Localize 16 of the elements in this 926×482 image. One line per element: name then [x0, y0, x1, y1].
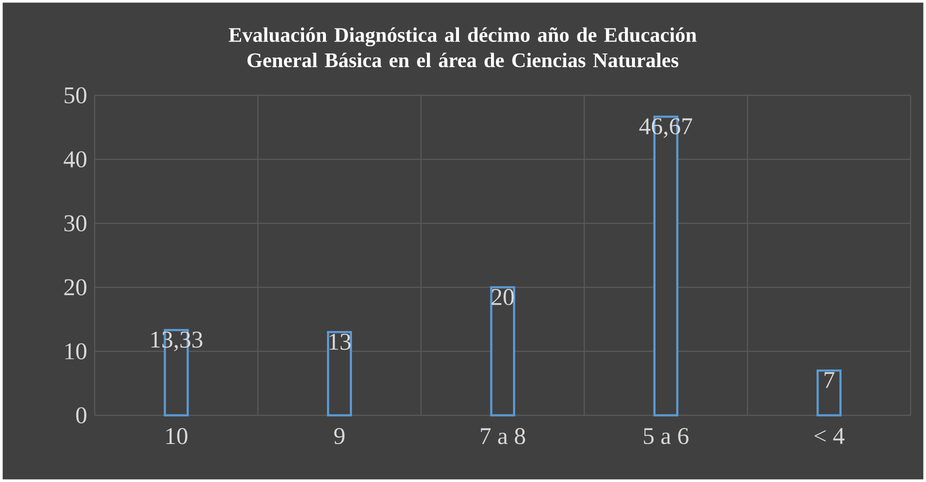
bar: [816, 369, 842, 416]
x-tick-label: 9: [334, 428, 344, 444]
y-tick-label: 0: [76, 407, 86, 424]
x-tick-label: < 4: [814, 428, 844, 444]
y-tick-label: 20: [64, 279, 86, 296]
x-tick-label: 7 a 8: [480, 428, 526, 444]
chart-title: Evaluación Diagnóstica al décimo año de Educación General Básica en el área de Ciencias Naturales: [228, 27, 697, 68]
y-tick-label: 50: [64, 87, 86, 104]
bar: [326, 331, 352, 416]
y-tick-label: 40: [64, 151, 86, 168]
x-tick-label: 5 a 6: [644, 428, 688, 444]
data-label: 7: [824, 372, 834, 388]
y-tick-label: 30: [64, 215, 86, 232]
x-tick-label: 10: [166, 428, 188, 444]
bar: [490, 286, 516, 416]
y-tick-label: 10: [65, 343, 86, 360]
